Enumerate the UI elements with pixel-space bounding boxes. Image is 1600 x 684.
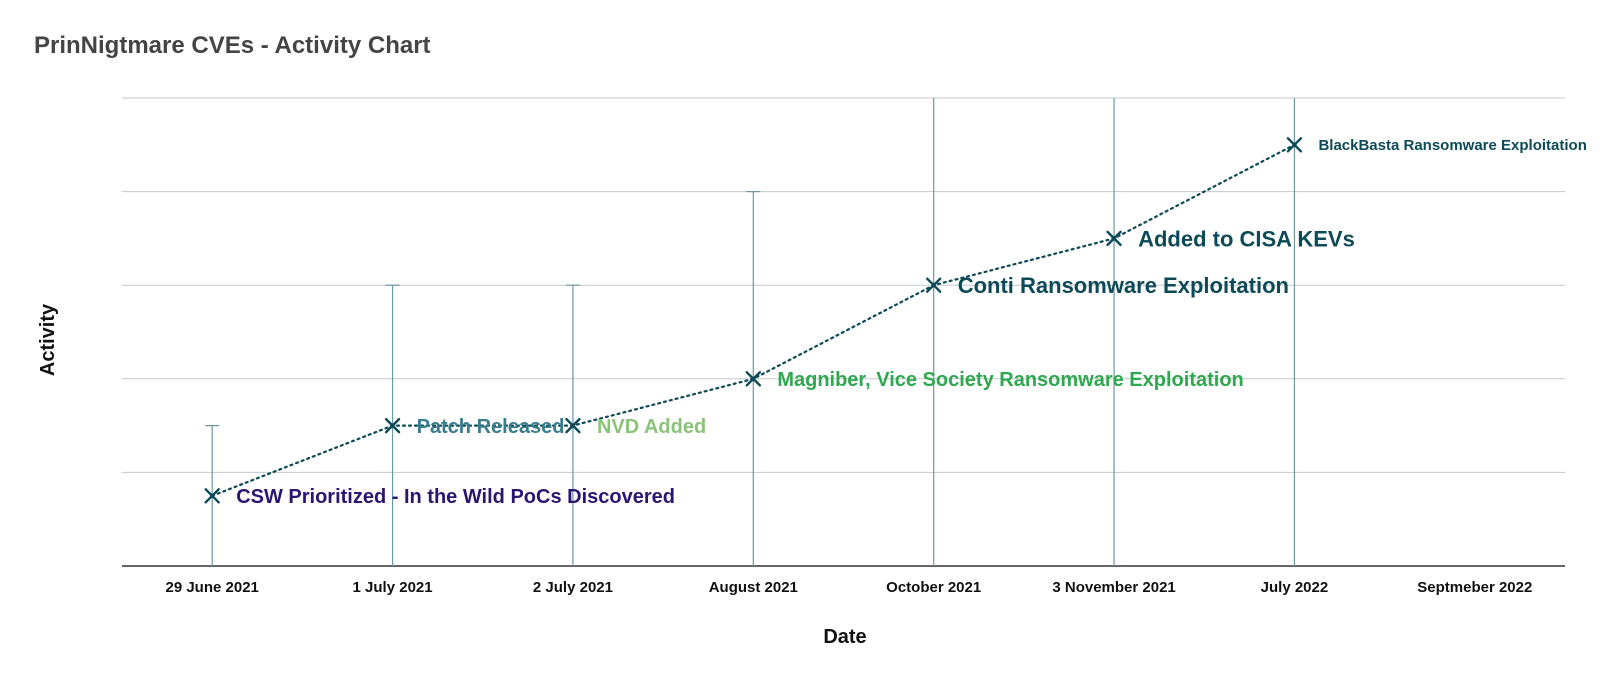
x-tick-labels: 29 June 2021 1 July 2021 2 July 2021 August…	[165, 579, 1532, 596]
x-tick-label: 1 July 2021	[353, 579, 433, 596]
x-axis-title: Date	[823, 626, 866, 648]
x-tick-label: Septmeber 2022	[1417, 579, 1532, 596]
data-point	[925, 277, 942, 293]
event-label: NVD Added	[597, 416, 706, 438]
event-label: CSW Prioritized - In the Wild PoCs Disco…	[236, 486, 675, 508]
x-tick-label: August 2021	[709, 579, 798, 596]
event-label: BlackBasta Ransomware Exploitation	[1318, 137, 1586, 154]
grid-lines	[122, 97, 1565, 567]
y-axis-title: Activity	[37, 303, 59, 376]
event-label: Added to CISA KEVs	[1138, 226, 1355, 251]
event-labels: CSW Prioritized - In the Wild PoCs Disco…	[236, 137, 1587, 508]
data-point	[565, 417, 581, 434]
data-point	[384, 417, 401, 434]
x-tick-label: October 2021	[886, 579, 981, 596]
x-tick-label: 29 June 2021	[165, 579, 258, 596]
data-point	[745, 371, 762, 387]
chart-title: PrinNigtmare CVEs - Activity Chart	[34, 32, 431, 59]
x-tick-label: 2 July 2021	[533, 579, 613, 596]
event-label: Patch Released	[417, 416, 565, 438]
event-label: Magniber, Vice Society Ransomware Exploi…	[777, 369, 1243, 391]
x-tick-label: July 2022	[1261, 579, 1329, 596]
data-point	[1286, 137, 1303, 153]
data-point	[204, 488, 220, 504]
data-point	[1106, 230, 1122, 247]
data-markers	[204, 137, 1303, 504]
x-tick-label: 3 November 2021	[1052, 579, 1175, 596]
event-label: Conti Ransomware Exploitation	[958, 273, 1289, 298]
